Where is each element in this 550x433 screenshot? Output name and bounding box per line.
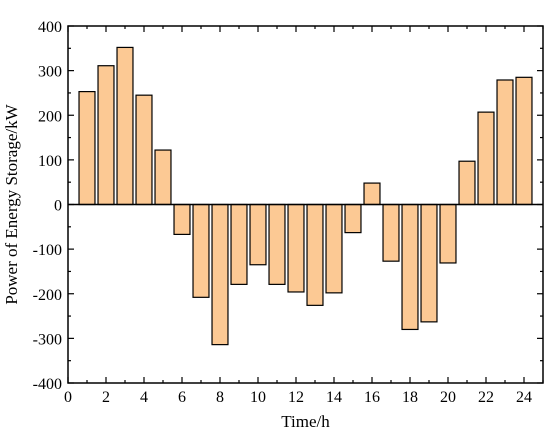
bar-hour-5	[154, 149, 172, 206]
bar-hour-3	[116, 46, 134, 206]
y-tick-label: 100	[38, 153, 62, 170]
x-tick-label: 20	[440, 389, 456, 406]
plot-frame	[67, 25, 544, 384]
x-tick-label: 10	[250, 389, 266, 406]
y-tick-label: 400	[38, 19, 62, 36]
bar-hour-18	[401, 203, 419, 331]
y-tick-label: -400	[33, 376, 62, 393]
bar-hour-10	[249, 203, 267, 266]
x-tick-label: 0	[64, 389, 72, 406]
y-tick-label: 300	[38, 64, 62, 81]
bar-hour-19	[420, 203, 438, 323]
bar-hour-2	[97, 65, 115, 206]
x-tick-label: 4	[140, 389, 148, 406]
bar-hour-9	[230, 203, 248, 285]
x-tick-label: 2	[102, 389, 110, 406]
x-tick-label: 8	[216, 389, 224, 406]
bar-hour-7	[192, 203, 210, 298]
ticks-group: 0 2 4 6 8 10 12 14 16 18 20 22 24-400-300-200-100010…	[33, 19, 544, 406]
bar-hour-16	[363, 182, 381, 206]
x-tick-label: 14	[326, 389, 342, 406]
x-tick-label: 16	[364, 389, 380, 406]
x-tick-label: 12	[288, 389, 304, 406]
y-tick-label: -300	[33, 331, 62, 348]
bar-hour-1	[78, 90, 96, 206]
x-tick-label: 22	[478, 389, 494, 406]
bars-group	[78, 46, 533, 346]
bar-hour-21	[458, 160, 476, 206]
bar-hour-14	[325, 203, 343, 294]
bar-hour-4	[135, 94, 153, 206]
y-tick-label: -200	[33, 287, 62, 304]
bar-hour-17	[382, 203, 400, 262]
y-tick-label: -100	[33, 242, 62, 259]
bar-hour-6	[173, 203, 191, 235]
y-tick-label: 0	[54, 198, 62, 215]
bar-hour-22	[477, 111, 495, 206]
y-axis-label: Power of Energy Storage/kW	[2, 103, 21, 304]
x-tick-label: 6	[178, 389, 186, 406]
x-axis-label: Time/h	[281, 412, 330, 431]
bar-hour-8	[211, 203, 229, 346]
bar-hour-12	[287, 203, 305, 293]
bar-hour-24	[515, 76, 533, 206]
bar-hour-23	[496, 79, 514, 206]
bar-hour-11	[268, 203, 286, 285]
bar-hour-15	[344, 203, 362, 234]
bar-hour-13	[306, 203, 324, 306]
y-tick-label: 200	[38, 108, 62, 125]
bar-hour-20	[439, 203, 457, 264]
x-tick-label: 24	[516, 389, 532, 406]
x-tick-label: 18	[402, 389, 418, 406]
